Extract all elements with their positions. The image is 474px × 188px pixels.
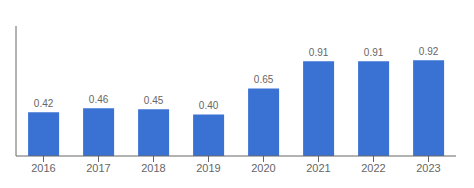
svg-text:2018: 2018	[141, 162, 165, 174]
svg-text:2020: 2020	[251, 162, 275, 174]
svg-text:2023: 2023	[416, 162, 440, 174]
svg-text:2017: 2017	[86, 162, 110, 174]
svg-text:2022: 2022	[361, 162, 385, 174]
svg-text:2016: 2016	[31, 162, 55, 174]
svg-text:2021: 2021	[306, 162, 330, 174]
svg-text:0.92: 0.92	[419, 46, 439, 57]
svg-text:0.91: 0.91	[364, 47, 384, 58]
svg-text:2019: 2019	[196, 162, 220, 174]
svg-text:0.65: 0.65	[254, 74, 274, 85]
svg-text:0.91: 0.91	[309, 47, 329, 58]
svg-text:0.45: 0.45	[144, 95, 164, 106]
svg-text:0.46: 0.46	[89, 94, 109, 105]
svg-text:0.42: 0.42	[34, 98, 54, 109]
svg-text:0.40: 0.40	[199, 100, 219, 111]
